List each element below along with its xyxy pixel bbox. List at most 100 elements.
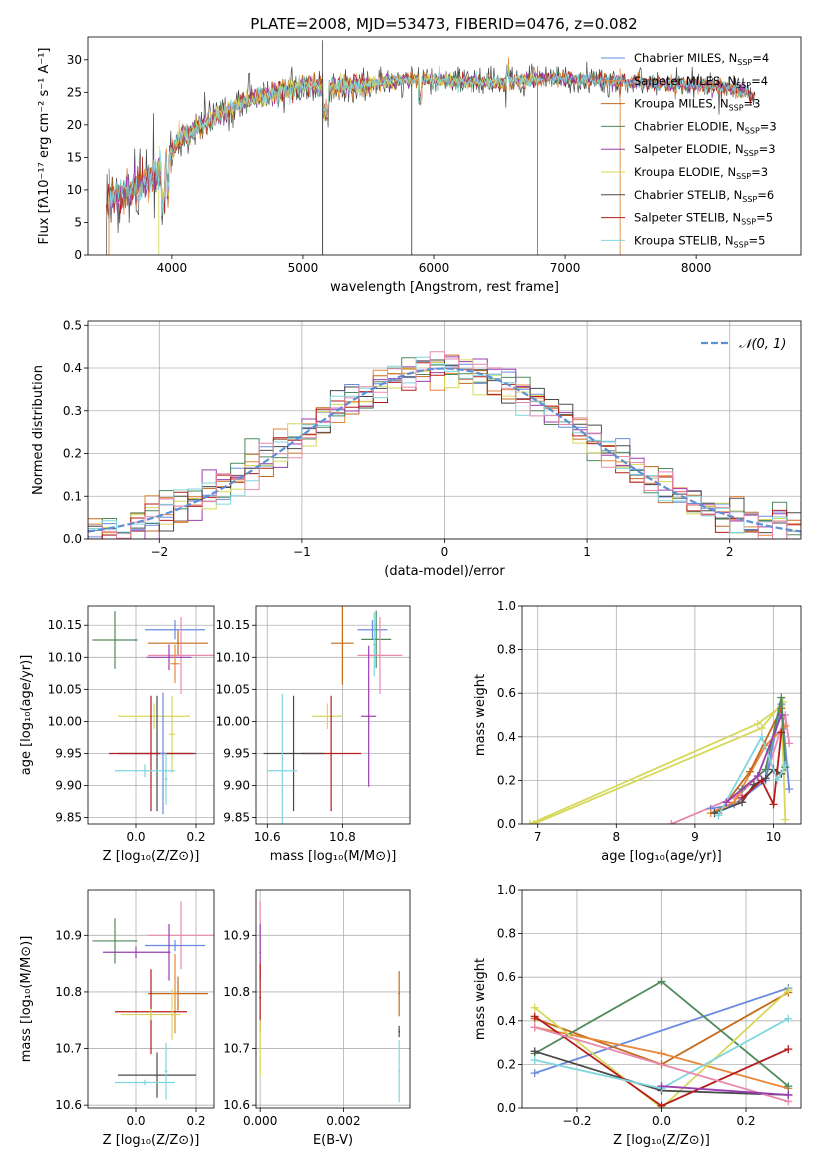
data-point bbox=[165, 1070, 167, 1073]
y-tick-label: 0.6 bbox=[497, 970, 516, 984]
series-marker bbox=[657, 1101, 666, 1108]
y-tick-label: 9.90 bbox=[223, 779, 250, 793]
series-marker bbox=[530, 1012, 539, 1021]
y-tick-label: 0.6 bbox=[497, 686, 516, 700]
x-axis-label: age [log₁₀(age/yr)] bbox=[601, 849, 722, 864]
series-line bbox=[534, 989, 789, 1108]
data-point bbox=[150, 1013, 152, 1016]
y-tick-label: 0.4 bbox=[63, 361, 82, 375]
grid-lines bbox=[522, 889, 801, 1109]
grid-lines bbox=[256, 606, 410, 824]
data-point bbox=[398, 1070, 401, 1073]
x-tick-label: −1 bbox=[293, 545, 311, 559]
data-point bbox=[341, 642, 344, 645]
series-marker bbox=[757, 724, 766, 733]
series-marker bbox=[530, 1023, 539, 1032]
y-tick-label: 0.8 bbox=[497, 927, 516, 941]
axes-mass_vs_ebv: 0.000 0.002 10.6 10.7 10.8 10.9 E(B-V) bbox=[223, 889, 411, 1148]
y-tick-label: 0.2 bbox=[497, 773, 516, 787]
y-tick-label: 5 bbox=[74, 215, 82, 229]
x-tick-label: 0.0 bbox=[126, 1114, 145, 1128]
y-tick-label: 1.0 bbox=[497, 599, 516, 613]
series-marker bbox=[738, 793, 747, 802]
x-tick-label: 10.8 bbox=[329, 830, 356, 844]
legend-count: =6 bbox=[757, 188, 774, 202]
legend-count: =4 bbox=[752, 51, 769, 65]
x-tick-label: 6000 bbox=[419, 261, 450, 275]
y-tick-label: 0.3 bbox=[63, 404, 82, 418]
series-marker bbox=[722, 798, 731, 807]
x-tick-label: 0.0 bbox=[652, 1114, 671, 1128]
y-tick-label: 9.90 bbox=[55, 779, 82, 793]
series-marker bbox=[785, 739, 794, 748]
series-marker bbox=[753, 719, 762, 728]
x-axis-label: Z [log₁₀(Z/Z⊙)] bbox=[613, 1133, 710, 1148]
axes-frame bbox=[87, 889, 215, 1109]
series-marker bbox=[784, 986, 793, 995]
series-marker bbox=[784, 1014, 793, 1023]
y-tick-label: 0.8 bbox=[497, 643, 516, 657]
series-line bbox=[741, 732, 783, 808]
legend-count: =5 bbox=[756, 211, 773, 225]
series-marker bbox=[745, 767, 754, 776]
legend-label: 𝒩(0, 1) bbox=[739, 337, 786, 352]
legend-count: =3 bbox=[760, 119, 777, 133]
x-tick-label: 0.0 bbox=[126, 830, 145, 844]
legend-label: Salpeter STELIB, NSSP=5 bbox=[634, 211, 773, 227]
axes-frame bbox=[87, 605, 215, 825]
y-tick-label: 10.6 bbox=[223, 1098, 250, 1112]
axes-weight_vs_age: 7 8 9 10 0.0 0.2 0.4 0.6 0.8 1.0 age [log₁₀(age/yr… bbox=[473, 599, 802, 864]
data-point bbox=[114, 940, 116, 942]
y-tick-label: 10.10 bbox=[216, 650, 250, 664]
series-marker bbox=[784, 1090, 793, 1099]
series-line bbox=[661, 1085, 789, 1096]
x-tick-label: 7000 bbox=[550, 261, 581, 275]
y-tick-label: 10 bbox=[67, 183, 82, 197]
x-tick-label: 0.2 bbox=[736, 1114, 755, 1128]
axes-frame bbox=[521, 605, 802, 825]
y-tick-label: 15 bbox=[67, 150, 82, 164]
y-tick-label: 0.4 bbox=[497, 730, 516, 744]
x-tick-label: 8 bbox=[612, 830, 620, 844]
y-axis-label: mass [log₁₀(M/M⊙)] bbox=[19, 936, 34, 1063]
y-tick-label: 10.7 bbox=[55, 1042, 82, 1056]
x-tick-label: 4000 bbox=[157, 261, 188, 275]
data-point bbox=[180, 934, 182, 937]
data-point bbox=[135, 951, 137, 954]
legend-count: =3 bbox=[751, 165, 768, 179]
data-point bbox=[180, 654, 182, 657]
data-point bbox=[168, 951, 170, 954]
x-tick-label: 0.2 bbox=[186, 1114, 205, 1128]
series-marker bbox=[530, 1069, 539, 1078]
data-point bbox=[165, 778, 167, 781]
legend-subscript: SSP bbox=[741, 218, 756, 227]
data-point bbox=[144, 1081, 146, 1084]
data-point bbox=[174, 992, 176, 995]
y-tick-label: 0.0 bbox=[63, 532, 82, 546]
series-marker bbox=[530, 1003, 539, 1012]
legend-subscript: SSP bbox=[737, 58, 752, 67]
y-tick-label: 0.2 bbox=[497, 1057, 516, 1071]
y-tick-label: 10.9 bbox=[223, 928, 250, 942]
y-tick-label: 10.10 bbox=[48, 650, 82, 664]
x-tick-label: 5000 bbox=[288, 261, 319, 275]
legend-label: Salpeter ELODIE, NSSP=3 bbox=[634, 142, 776, 158]
legend-count: =3 bbox=[744, 97, 761, 111]
plot-area bbox=[105, 40, 756, 255]
series-line bbox=[717, 734, 787, 816]
axes-weight_vs_Z: −0.2 0.0 0.2 0.0 0.2 0.4 0.6 0.8 1.0 Z [log₁₀(Z/Z… bbox=[473, 883, 802, 1148]
y-tick-label: 10.15 bbox=[216, 618, 250, 632]
legend-label: Salpeter MILES, NSSP=4 bbox=[634, 74, 768, 90]
data-point bbox=[326, 715, 329, 718]
data-point bbox=[371, 628, 374, 631]
data-point bbox=[114, 639, 116, 641]
plot-area bbox=[92, 901, 214, 1100]
y-tick-label: 1.0 bbox=[497, 883, 516, 897]
x-axis-label: Z [log₁₀(Z/Z⊙)] bbox=[103, 1133, 200, 1148]
spectrum-line bbox=[108, 66, 749, 217]
plot-area bbox=[259, 901, 401, 1103]
series-marker bbox=[777, 711, 786, 719]
plot-area bbox=[92, 611, 214, 815]
data-point bbox=[150, 752, 152, 755]
y-axis-label: Normed distribution bbox=[31, 365, 46, 495]
